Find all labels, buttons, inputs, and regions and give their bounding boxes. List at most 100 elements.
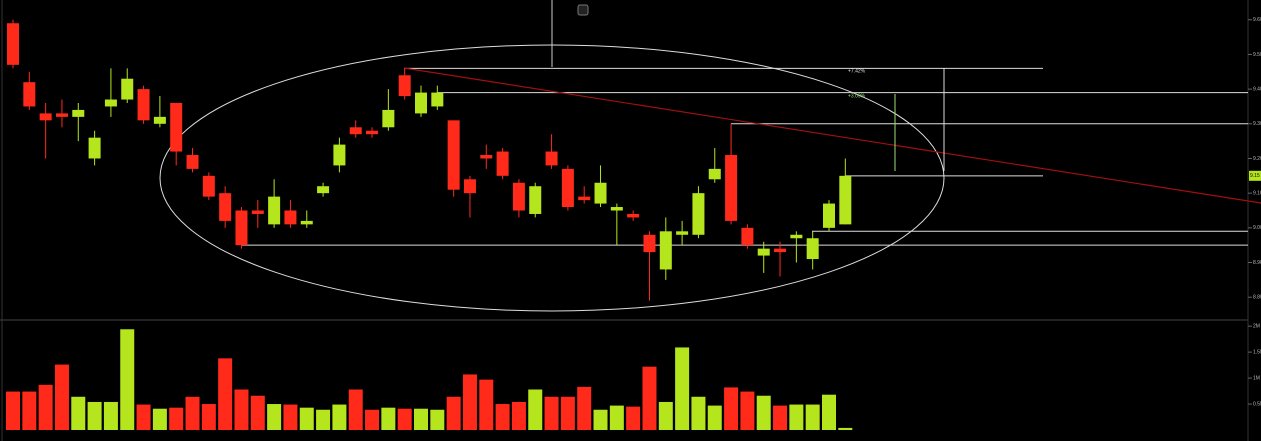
y-tick-label: 1M	[1253, 375, 1260, 381]
volume-bar	[6, 391, 20, 430]
candle-body	[757, 248, 770, 256]
candle-body	[121, 78, 134, 100]
volume-bar	[724, 387, 739, 430]
volume-bar	[381, 407, 396, 430]
volume-bar	[267, 404, 282, 430]
candle-body	[692, 193, 705, 235]
candle-body	[170, 102, 183, 152]
volume-bar	[707, 405, 722, 430]
volume-bar	[446, 396, 461, 430]
volume-bar	[103, 401, 118, 430]
volume-bar	[675, 347, 690, 430]
volume-bar	[397, 408, 412, 430]
candle-body	[219, 193, 232, 221]
volume-bar	[430, 409, 445, 430]
candle-body	[137, 89, 150, 121]
volume-bar	[544, 396, 559, 430]
candle-body	[659, 231, 672, 270]
candle-body	[839, 175, 852, 225]
annotation: +7.42%	[848, 68, 866, 74]
candle-body	[55, 113, 68, 117]
candle-body	[268, 196, 281, 225]
candle-body	[72, 109, 85, 117]
y-tick-label: 9.30	[1253, 121, 1261, 127]
volume-bar	[234, 389, 249, 430]
volume-bar	[511, 401, 526, 430]
volume-bar	[250, 395, 265, 430]
volume-bar	[120, 329, 135, 430]
candle-body	[431, 92, 444, 107]
candle-body	[415, 92, 427, 114]
y-tick-label: 9.50	[1253, 52, 1261, 58]
volume-bar	[838, 427, 853, 430]
volume-bar	[626, 406, 641, 430]
volume-bar	[560, 396, 575, 430]
candle-body	[349, 127, 362, 135]
y-tick-label: 9.00	[1253, 225, 1261, 231]
candle-body	[610, 207, 623, 211]
volume-bar	[658, 401, 673, 430]
volume-bar	[136, 404, 151, 430]
candle-body	[104, 99, 117, 107]
last-price-label: 9.15	[1250, 173, 1260, 179]
candle-body	[39, 113, 52, 121]
candle-body	[643, 234, 656, 253]
volume-bar	[805, 404, 820, 430]
candle-body	[627, 213, 640, 218]
volume-bar	[577, 386, 592, 430]
volume-bar	[756, 395, 771, 430]
y-tick-label: 0.5M	[1253, 401, 1261, 407]
volume-bar	[169, 407, 184, 430]
candle-body	[7, 23, 19, 65]
candle-body	[333, 144, 346, 166]
candle-body	[823, 203, 835, 228]
candle-body	[235, 210, 248, 246]
volume-bar	[71, 396, 86, 430]
volume-bar	[528, 389, 543, 430]
candle-body	[512, 182, 525, 211]
tool-icon[interactable]	[577, 4, 589, 16]
candle-body	[561, 168, 574, 208]
volume-bar	[185, 396, 200, 430]
last-price-tag	[1249, 170, 1261, 181]
candle-body	[806, 238, 819, 260]
y-tick-label: 9.40	[1253, 86, 1261, 92]
trend-line	[403, 67, 1261, 204]
volume-bar	[691, 396, 706, 430]
y-tick-label: 8.80	[1253, 295, 1261, 301]
candle-body	[545, 151, 558, 166]
volume-bar	[593, 409, 608, 430]
volume-bar	[348, 389, 363, 430]
volume-bar	[822, 394, 836, 430]
y-tick-label: 9.60	[1253, 17, 1261, 23]
candle-body	[676, 231, 689, 235]
volume-bar	[87, 401, 102, 430]
volume-bar	[283, 404, 298, 430]
volume-bar	[773, 405, 788, 430]
plot: 9.60 9.50 9.40 9.30 9.20 9.10 9.00 8.90 8.80 +7.4…	[6, 17, 1261, 430]
volume-bar	[299, 407, 314, 430]
candle-body	[578, 196, 591, 201]
candle-body	[741, 227, 754, 246]
candle-body	[88, 137, 101, 159]
volume-bar	[609, 405, 624, 430]
volume-bar	[642, 366, 657, 430]
candle-body	[284, 210, 297, 225]
volume-bar	[789, 404, 804, 430]
y-tick-label: 1.5M	[1253, 349, 1261, 355]
candle-body	[790, 234, 803, 239]
candle-body	[594, 182, 607, 204]
candle-body	[202, 175, 215, 197]
candle-body	[398, 75, 411, 97]
volume-bar	[201, 404, 216, 430]
volume-bar	[22, 391, 37, 430]
volume-bar	[495, 404, 510, 430]
volume-bar	[54, 364, 69, 430]
y-tick-label: 9.10	[1253, 190, 1261, 196]
candle-body	[774, 248, 787, 253]
candle-body	[496, 151, 509, 176]
volume-bar	[479, 379, 494, 430]
candle-body	[463, 179, 476, 194]
